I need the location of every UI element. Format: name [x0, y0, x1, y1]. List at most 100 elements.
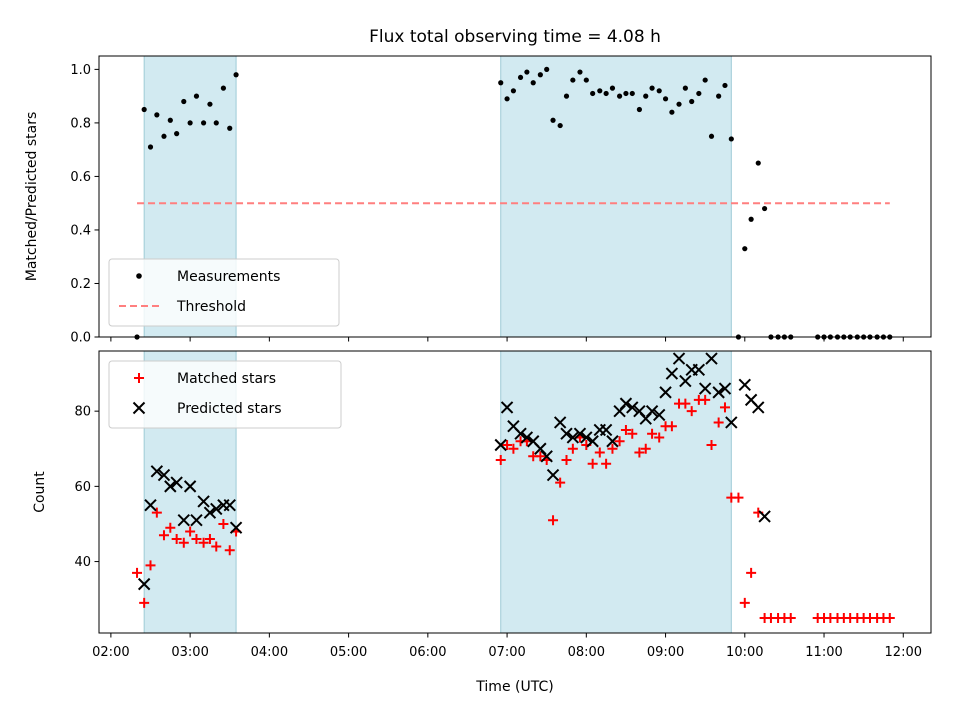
predicted-stars-point: [177, 513, 190, 527]
matched-stars-point: [185, 526, 196, 537]
predicted-stars-point: [183, 480, 197, 493]
x-tick-label: 03:00: [171, 645, 208, 660]
measurements-point: [174, 131, 180, 137]
matched-stars-point: [607, 443, 618, 454]
measurements-point: [676, 101, 682, 107]
x-tick-label: 06:00: [409, 645, 446, 660]
matched-stars-point: [204, 534, 215, 544]
x-tick-label: 04:00: [251, 645, 288, 660]
measurements-point: [537, 72, 543, 78]
measurements-point: [181, 98, 187, 105]
measurements-point: [748, 216, 754, 222]
predicted-stars-point: [514, 427, 527, 440]
legend-measurements-label: Measurements: [177, 269, 280, 285]
measurements-point: [742, 246, 748, 252]
measurements-point: [716, 93, 722, 99]
predicted-stars-point: [540, 450, 553, 463]
measurements-point: [200, 120, 207, 126]
matched-stars-point: [614, 436, 625, 447]
measurements-point: [577, 69, 583, 75]
measurements-point: [609, 85, 616, 91]
matched-stars-point: [640, 443, 651, 454]
measurements-point: [728, 136, 734, 142]
predicted-stars-point: [210, 502, 223, 516]
legend-predicted-label: Predicted stars: [177, 401, 282, 417]
matched-stars-point: [495, 455, 506, 466]
measurements-point: [220, 85, 227, 91]
y-tick-label: 0.8: [70, 116, 91, 131]
matched-stars-point: [713, 417, 724, 428]
matched-stars-point: [739, 597, 750, 608]
counts-legend: Matched stars Predicted stars: [108, 360, 342, 429]
predicted-stars-point: [599, 423, 613, 437]
ratio-y-axis: 0.0 0.2 0.4 0.6 0.8 1.0: [70, 63, 99, 346]
measurements-point: [550, 117, 556, 123]
predicted-stars-point: [698, 382, 712, 395]
predicted-stars-point: [659, 386, 672, 399]
matched-stars-point: [508, 443, 519, 454]
predicted-stars-point: [606, 435, 619, 448]
ratio-plot-frame: [98, 55, 932, 338]
matched-stars-point: [132, 567, 143, 578]
predicted-stars-point: [705, 352, 718, 365]
y-tick-label: 60: [74, 480, 91, 495]
matched-stars-point: [785, 612, 796, 623]
measurements-point: [722, 82, 728, 89]
y-tick-label: 0.2: [70, 277, 91, 292]
predicted-stars-point: [619, 397, 633, 410]
predicted-stars-point: [170, 476, 183, 489]
matched-stars-point: [654, 432, 665, 443]
predicted-stars-point: [520, 431, 534, 444]
x-axis-label: Time (UTC): [475, 679, 553, 695]
measurements-point: [557, 122, 563, 129]
legend-measurements-marker: [136, 273, 142, 279]
counts-series: [132, 352, 895, 623]
matched-stars-point: [535, 451, 546, 462]
matched-stars-point: [647, 428, 658, 439]
measurements-point: [702, 77, 708, 83]
matched-stars-point: [191, 534, 202, 544]
matched-stars-point: [733, 492, 744, 503]
measurements-point: [147, 144, 154, 150]
measurements-point: [597, 88, 603, 94]
measurements-point: [233, 72, 239, 78]
y-tick-label: 0.4: [70, 223, 91, 238]
predicted-stars-point: [164, 480, 177, 493]
matched-stars-point: [587, 458, 598, 469]
matched-stars-point: [884, 612, 895, 623]
predicted-stars-point: [758, 510, 771, 523]
measurements-point: [590, 90, 596, 97]
matched-stars-point: [601, 458, 612, 469]
measurements-point: [689, 98, 695, 105]
predicted-stars-point: [150, 465, 164, 478]
predicted-stars-point: [626, 401, 639, 414]
predicted-stars-point: [560, 427, 573, 440]
predicted-stars-point: [752, 401, 765, 414]
matched-stars-point: [700, 394, 711, 405]
y-tick-label: 1.0: [70, 63, 91, 78]
predicted-stars-point: [653, 408, 666, 422]
predicted-stars-point: [672, 352, 686, 365]
matched-stars-point: [224, 545, 235, 556]
predicted-stars-point: [738, 378, 751, 392]
measurements-point: [524, 69, 530, 75]
measurements-point: [530, 80, 536, 86]
predicted-stars-point: [566, 431, 580, 444]
matched-stars-point: [165, 522, 176, 533]
measurements-point: [563, 93, 570, 99]
matched-stars-point: [627, 428, 638, 439]
measurements-point: [662, 96, 669, 102]
ratio-panel: 0.0 0.2 0.4 0.6 0.8 1.0 Matched/Predicted sta…: [24, 55, 932, 346]
counts-y-axis: 40 60 80: [74, 405, 99, 570]
ratio-series: [134, 66, 893, 340]
matched-stars-point: [620, 424, 631, 435]
measurements-point: [544, 66, 550, 72]
ratio-legend: Measurements Threshold: [108, 258, 340, 327]
matched-stars-point: [139, 597, 150, 608]
matched-stars-point: [594, 447, 605, 458]
legend-predicted-marker: [132, 401, 146, 415]
measurements-point: [504, 96, 510, 102]
matched-stars-point: [145, 560, 156, 571]
measurements-point: [656, 88, 662, 94]
